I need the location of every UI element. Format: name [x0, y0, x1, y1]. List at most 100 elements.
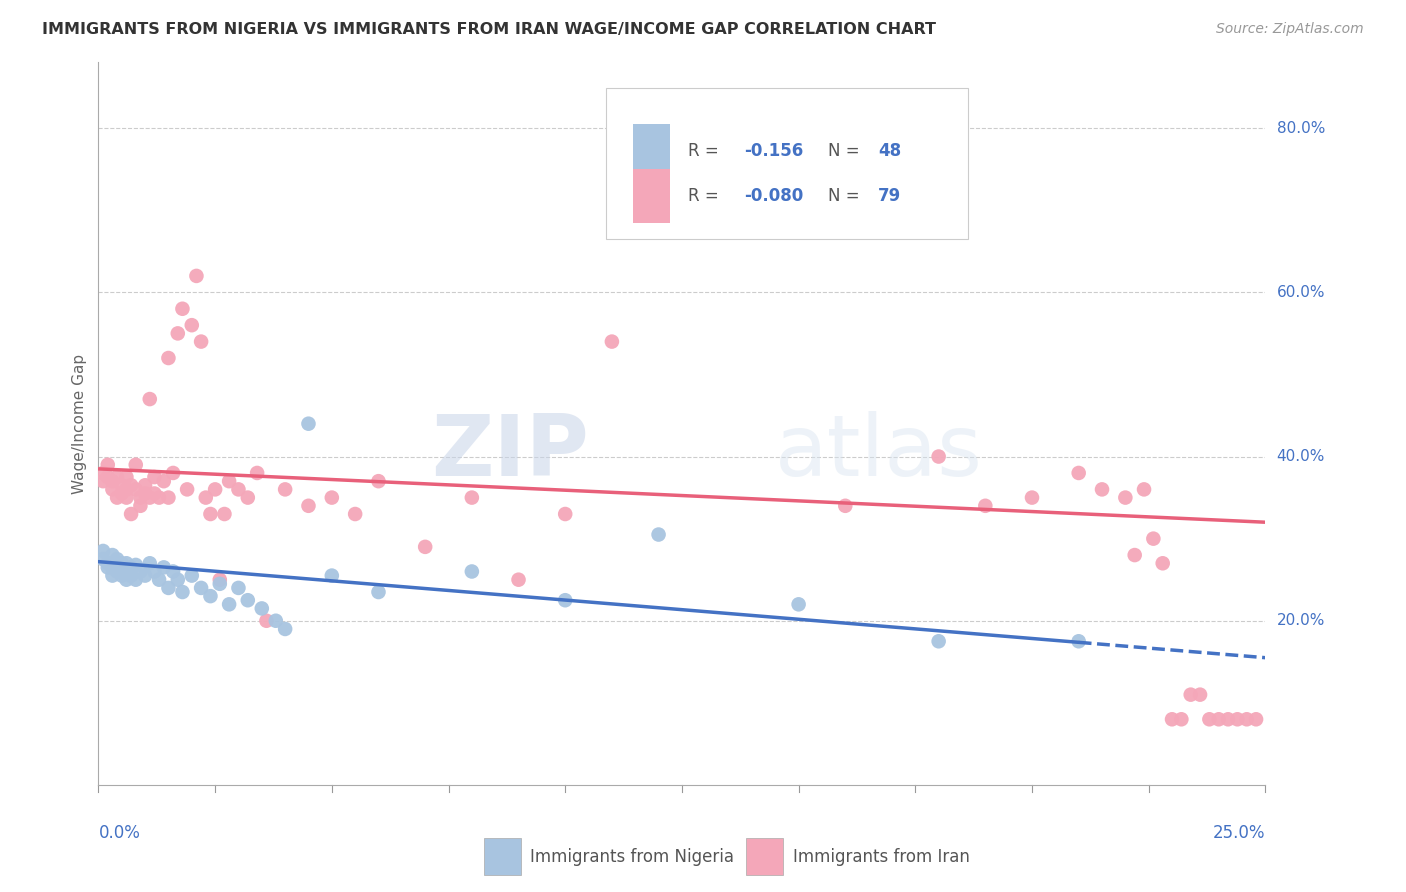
Point — [1123, 548, 1146, 562]
Point — [139, 491, 162, 505]
Point — [162, 466, 184, 480]
Point — [250, 601, 273, 615]
Y-axis label: Wage/Income Gap: Wage/Income Gap — [72, 353, 87, 494]
Point — [91, 552, 114, 566]
Point — [1170, 712, 1192, 726]
Point — [1133, 483, 1156, 497]
Text: 0.0%: 0.0% — [98, 824, 141, 842]
Text: -0.156: -0.156 — [744, 142, 803, 160]
Bar — [747, 838, 783, 875]
Point — [297, 417, 319, 431]
Point — [190, 581, 212, 595]
Bar — [484, 838, 520, 875]
Point — [321, 491, 343, 505]
Point — [120, 507, 142, 521]
FancyBboxPatch shape — [606, 87, 967, 239]
Point — [1091, 483, 1114, 497]
Point — [1152, 556, 1174, 570]
Point — [461, 491, 484, 505]
Point — [647, 104, 669, 119]
Point — [264, 614, 287, 628]
Point — [647, 527, 669, 541]
Point — [204, 483, 226, 497]
Text: 20.0%: 20.0% — [1277, 614, 1324, 628]
Point — [97, 556, 120, 570]
Point — [91, 466, 114, 480]
Point — [367, 474, 389, 488]
Point — [115, 491, 138, 505]
Point — [125, 558, 148, 572]
Point — [152, 560, 174, 574]
Point — [554, 593, 576, 607]
Point — [101, 483, 124, 497]
Point — [105, 552, 128, 566]
Point — [115, 470, 138, 484]
Point — [157, 351, 180, 365]
Point — [928, 450, 950, 464]
Point — [834, 499, 856, 513]
Point — [125, 573, 148, 587]
Text: 48: 48 — [877, 142, 901, 160]
Text: 25.0%: 25.0% — [1213, 824, 1265, 842]
Point — [274, 483, 297, 497]
Point — [148, 573, 170, 587]
Point — [115, 556, 138, 570]
Point — [246, 466, 269, 480]
Point — [1236, 712, 1258, 726]
Point — [134, 486, 156, 500]
Point — [256, 614, 278, 628]
Point — [180, 318, 202, 333]
Point — [115, 483, 138, 497]
Point — [115, 565, 138, 579]
Point — [218, 474, 240, 488]
Point — [228, 483, 250, 497]
Point — [105, 565, 128, 579]
Point — [1208, 712, 1230, 726]
Point — [413, 540, 436, 554]
Point — [129, 499, 152, 513]
Point — [1180, 688, 1202, 702]
Point — [200, 589, 222, 603]
Point — [218, 598, 240, 612]
Point — [180, 568, 202, 582]
Point — [101, 548, 124, 562]
Point — [152, 474, 174, 488]
Point — [1189, 688, 1212, 702]
Text: N =: N = — [828, 186, 865, 205]
Point — [125, 458, 148, 472]
Point — [162, 565, 184, 579]
Text: atlas: atlas — [775, 411, 983, 494]
Point — [367, 585, 389, 599]
Point — [1226, 712, 1249, 726]
Point — [111, 568, 134, 582]
Point — [101, 568, 124, 582]
Point — [176, 483, 198, 497]
Point — [1142, 532, 1164, 546]
Point — [143, 565, 166, 579]
Point — [111, 560, 134, 574]
Point — [208, 573, 231, 587]
Point — [105, 491, 128, 505]
Point — [1114, 491, 1136, 505]
Text: Source: ZipAtlas.com: Source: ZipAtlas.com — [1216, 22, 1364, 37]
Point — [166, 573, 188, 587]
Point — [297, 499, 319, 513]
Point — [787, 598, 810, 612]
Point — [139, 392, 162, 406]
Point — [157, 581, 180, 595]
Point — [1198, 712, 1220, 726]
Point — [143, 486, 166, 500]
Point — [190, 334, 212, 349]
Point — [115, 573, 138, 587]
Point — [134, 478, 156, 492]
Point — [554, 507, 576, 521]
Point — [157, 491, 180, 505]
Bar — [633, 169, 671, 223]
Text: 79: 79 — [877, 186, 901, 205]
Point — [1021, 491, 1043, 505]
Point — [461, 565, 484, 579]
Point — [148, 491, 170, 505]
Point — [166, 326, 188, 341]
Point — [186, 268, 208, 283]
Point — [194, 491, 217, 505]
